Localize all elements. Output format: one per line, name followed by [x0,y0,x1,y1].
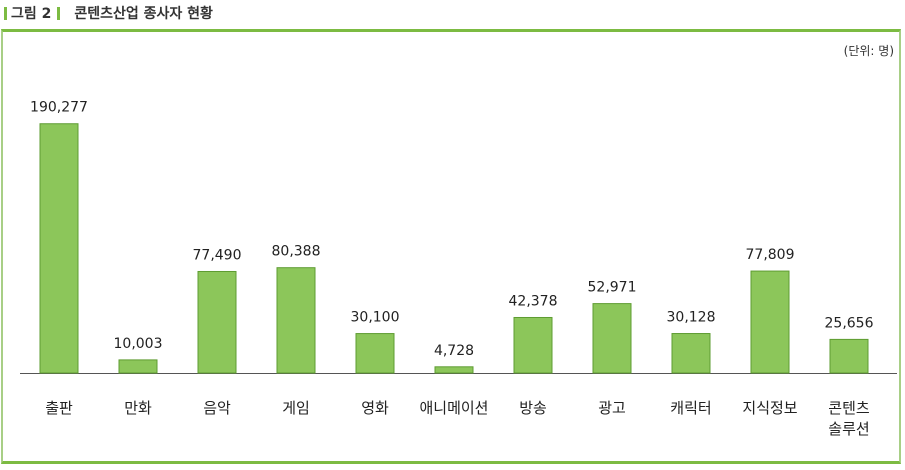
value-label: 52,971 [588,280,637,296]
figure-title: 콘텐츠산업 종사자 현황 [74,6,213,22]
bar-10 [750,270,790,374]
value-label: 77,490 [193,247,242,263]
bar-1 [39,123,79,374]
bar-5 [355,333,395,374]
category-label: 만화 [124,399,152,417]
category-label: 방송 [519,399,547,417]
category-label: 캐릭터 [670,399,711,417]
category-label-line: 솔루션 [828,420,869,438]
bar-3 [197,270,237,374]
category-label: 광고 [598,399,626,417]
value-label: 4,728 [434,343,474,359]
accent-bar-icon [57,6,61,20]
value-label: 190,277 [30,100,88,116]
category-label-line: 콘텐츠 [828,399,870,417]
bar-6 [434,366,474,374]
bar-2 [118,359,158,374]
figure-label: 그림 2 [11,6,52,22]
value-label: 80,388 [272,244,321,260]
value-label: 30,100 [351,310,400,326]
bar-4 [276,267,316,374]
value-label: 25,656 [825,315,874,331]
chart-frame [1,29,901,464]
bar-11 [829,338,869,374]
category-label: 애니메이션 [419,399,488,417]
value-label: 42,378 [509,293,558,309]
category-label: 게임 [282,399,310,417]
accent-bar-icon [4,6,7,20]
bar-7 [513,316,553,374]
figure-header: 그림 2 콘텐츠산업 종사자 현황 [4,2,213,24]
category-label: 영화 [361,399,389,417]
value-label: 77,809 [746,247,795,263]
bar-9 [671,333,711,374]
category-label: 출판 [45,399,73,417]
bar-8 [592,303,632,374]
value-label: 10,003 [114,336,163,352]
unit-note: (단위: 명) [844,44,894,58]
category-label: 음악 [203,399,231,417]
value-label: 30,128 [667,310,716,326]
category-label: 지식정보 [742,399,797,417]
